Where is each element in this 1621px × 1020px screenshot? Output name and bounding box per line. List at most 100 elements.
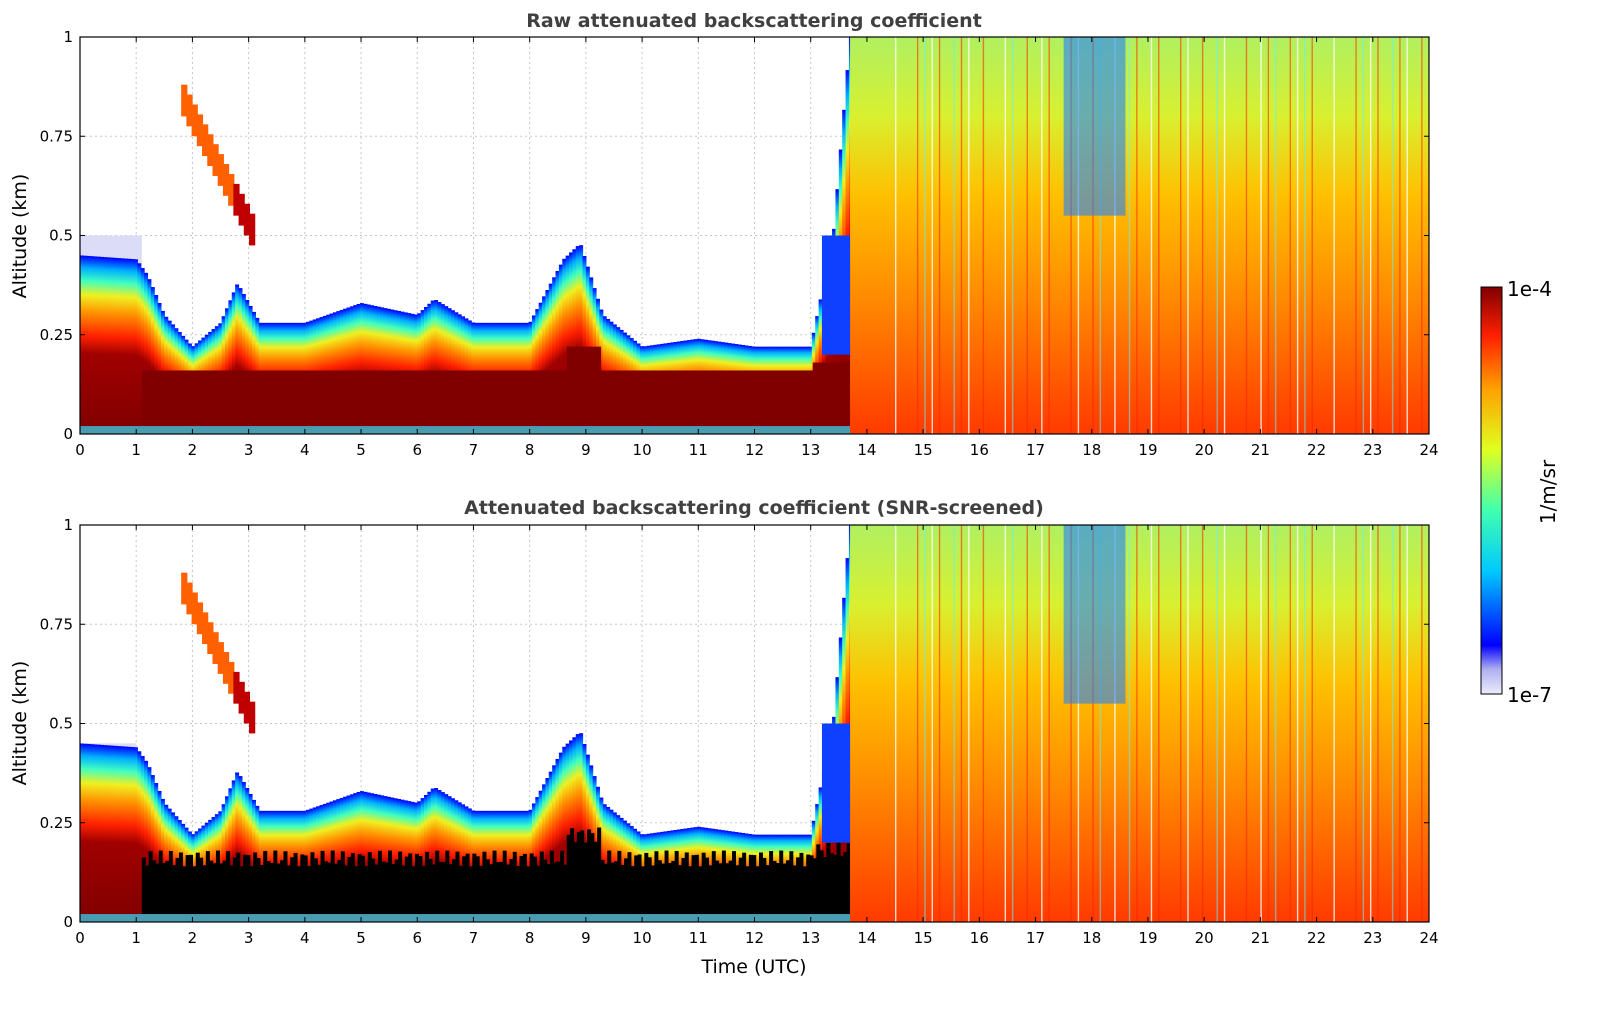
x-tick-label: 17 [1026, 441, 1045, 459]
saturated-column [441, 862, 446, 915]
saturated-column [323, 370, 328, 427]
aerosol-column [370, 793, 375, 922]
saturated-column [698, 370, 703, 427]
aerosol-column [120, 258, 125, 434]
x-tick-label: 16 [970, 441, 989, 459]
saturated-column [560, 370, 564, 427]
cloud-stripe [1311, 525, 1313, 922]
aerosol-column [542, 784, 547, 922]
saturated-column [307, 866, 312, 915]
aerosol-column [96, 744, 101, 922]
x-tick-label: 23 [1363, 929, 1382, 947]
aerosol-column [110, 257, 115, 434]
x-tick-label: 13 [801, 441, 820, 459]
cloud-stripe [1245, 525, 1248, 922]
elevated-layer-cell [196, 602, 204, 635]
saturated-column [802, 866, 807, 915]
saturated-column [637, 370, 642, 427]
saturated-column [381, 370, 386, 427]
saturated-column [772, 860, 777, 915]
saturated-column [732, 370, 736, 427]
saturated-column [495, 370, 500, 427]
saturated-column [630, 866, 635, 915]
saturated-column [620, 864, 625, 915]
saturated-column [472, 853, 477, 915]
x-tick-label: 10 [633, 441, 652, 459]
x-axis: 0 1 2 3 4 5 6 7 8 9 10 11 12 13 14 15 16 17 18 19 20 21 22 23 24 [75, 37, 1439, 459]
elevated-layer-cell [202, 612, 209, 645]
saturated-column [725, 370, 730, 427]
saturated-column [539, 370, 544, 427]
saturated-column [657, 370, 662, 427]
saturated-column [657, 860, 662, 915]
saturated-column [600, 370, 605, 427]
saturated-column [226, 370, 231, 427]
saturated-column [452, 370, 457, 427]
cloud-stripe [1048, 37, 1050, 434]
saturated-column [745, 866, 750, 915]
saturated-column [624, 370, 629, 427]
saturated-column [158, 370, 163, 427]
saturated-column [651, 370, 656, 427]
saturated-column [560, 850, 564, 915]
saturated-column [644, 370, 649, 427]
saturated-column [408, 853, 413, 915]
saturated-column [586, 346, 591, 427]
aerosol-column [569, 252, 573, 434]
saturated-column [367, 370, 372, 427]
aerosol-column [423, 306, 428, 434]
aerosol-column [599, 797, 604, 922]
saturated-column [145, 370, 150, 427]
x-tick-label: 20 [1195, 929, 1214, 947]
saturated-column [394, 370, 399, 427]
cloud-stripe [1077, 37, 1080, 434]
saturated-column [243, 370, 247, 427]
saturated-column [634, 855, 639, 915]
saturated-column [738, 857, 743, 915]
elevated-layer-cell [238, 681, 245, 714]
saturated-column [189, 854, 194, 915]
cloud-stripe [1201, 37, 1204, 434]
x-tick-label: 5 [356, 929, 366, 947]
y-tick-label: 0.75 [40, 127, 73, 145]
x-tick-label: 0 [75, 929, 85, 947]
saturated-column [259, 865, 264, 915]
x-tick-label: 19 [1138, 441, 1157, 459]
saturated-column [671, 860, 676, 915]
saturated-column [243, 854, 247, 915]
aerosol-column [558, 264, 563, 434]
aerosol-column [535, 797, 540, 922]
x-tick-label: 11 [689, 441, 708, 459]
aerosol-column [427, 791, 432, 922]
aerosol-column [241, 782, 246, 922]
x-tick-label: 7 [469, 441, 479, 459]
saturated-column [816, 362, 821, 427]
saturated-column [661, 863, 666, 915]
saturated-column [839, 855, 844, 915]
cloud-stripe [1274, 525, 1277, 922]
saturated-column [728, 860, 733, 915]
saturated-column [361, 370, 366, 427]
saturated-column [600, 859, 605, 915]
x-tick-label: 4 [300, 929, 310, 947]
saturated-column [570, 828, 575, 915]
elevated-layer-cell [228, 661, 235, 694]
cloud-stripe [1421, 37, 1423, 434]
x-tick-label: 4 [300, 441, 310, 459]
cloud-stripe [1070, 525, 1072, 922]
cloud-stripe [1406, 37, 1408, 434]
aerosol-column [106, 257, 111, 434]
saturated-column [546, 370, 551, 427]
aerosol-column [144, 272, 149, 434]
aerosol-column [100, 256, 105, 434]
saturated-column [246, 370, 251, 427]
cloud-stripe [982, 525, 985, 922]
saturated-column [779, 850, 784, 915]
aerosol-column [356, 303, 361, 434]
aerosol-column [555, 270, 560, 434]
saturated-column [172, 370, 177, 427]
saturated-column [533, 370, 538, 427]
saturated-column [792, 370, 797, 427]
saturated-column [148, 851, 153, 915]
cloud-stripe [1421, 525, 1423, 922]
